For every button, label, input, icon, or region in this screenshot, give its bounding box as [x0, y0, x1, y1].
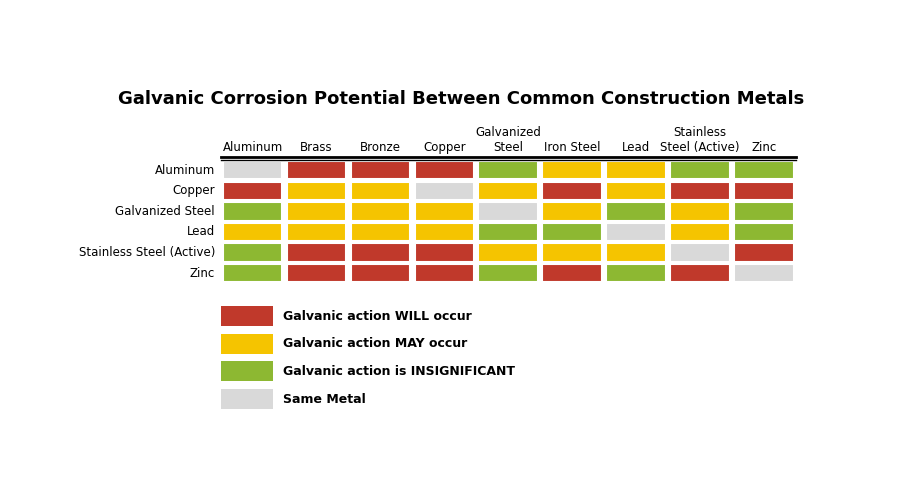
Text: Galvanized Steel: Galvanized Steel: [115, 205, 215, 218]
Bar: [222, 202, 283, 220]
Bar: [220, 306, 273, 326]
Bar: [607, 223, 666, 241]
Bar: [222, 182, 283, 200]
Text: Galvanic action is INSIGNIFICANT: Galvanic action is INSIGNIFICANT: [284, 365, 516, 378]
Bar: [351, 162, 410, 180]
Bar: [415, 264, 474, 282]
Text: Galvanized
Steel: Galvanized Steel: [475, 126, 541, 154]
Text: Zinc: Zinc: [752, 142, 777, 154]
Bar: [415, 182, 474, 200]
Bar: [734, 244, 794, 262]
Bar: [351, 223, 410, 241]
Bar: [670, 182, 730, 200]
Bar: [607, 244, 666, 262]
Bar: [220, 362, 273, 382]
Bar: [415, 202, 474, 220]
Bar: [543, 162, 602, 180]
Bar: [351, 264, 410, 282]
Bar: [415, 223, 474, 241]
Bar: [734, 182, 794, 200]
Text: Zinc: Zinc: [190, 266, 215, 280]
Bar: [479, 182, 538, 200]
Text: Bronze: Bronze: [360, 142, 401, 154]
Text: Iron Steel: Iron Steel: [544, 142, 600, 154]
Text: Lead: Lead: [187, 226, 215, 238]
Bar: [479, 244, 538, 262]
Bar: [286, 264, 346, 282]
Bar: [543, 264, 602, 282]
Bar: [734, 223, 794, 241]
Bar: [734, 264, 794, 282]
Bar: [543, 202, 602, 220]
Text: Brass: Brass: [301, 142, 333, 154]
Bar: [670, 244, 730, 262]
Bar: [607, 182, 666, 200]
Text: Stainless
Steel (Active): Stainless Steel (Active): [661, 126, 740, 154]
Bar: [670, 264, 730, 282]
Bar: [351, 244, 410, 262]
Text: Galvanic action WILL occur: Galvanic action WILL occur: [284, 310, 472, 322]
Text: Same Metal: Same Metal: [284, 392, 366, 406]
Bar: [415, 244, 474, 262]
Bar: [222, 162, 283, 180]
Bar: [286, 244, 346, 262]
Bar: [415, 162, 474, 180]
Bar: [222, 264, 283, 282]
Text: Galvanic action MAY occur: Galvanic action MAY occur: [284, 337, 468, 350]
Text: Aluminum: Aluminum: [222, 142, 283, 154]
Bar: [607, 264, 666, 282]
Text: Galvanic Corrosion Potential Between Common Construction Metals: Galvanic Corrosion Potential Between Com…: [118, 90, 805, 108]
Bar: [479, 264, 538, 282]
Bar: [734, 162, 794, 180]
Bar: [607, 162, 666, 180]
Bar: [479, 223, 538, 241]
Bar: [286, 223, 346, 241]
Bar: [222, 244, 283, 262]
Bar: [351, 202, 410, 220]
Bar: [670, 202, 730, 220]
Bar: [670, 223, 730, 241]
Text: Copper: Copper: [173, 184, 215, 198]
Bar: [543, 182, 602, 200]
Bar: [543, 244, 602, 262]
Bar: [286, 162, 346, 180]
Bar: [351, 182, 410, 200]
Bar: [734, 202, 794, 220]
Bar: [286, 202, 346, 220]
Bar: [607, 202, 666, 220]
Bar: [286, 182, 346, 200]
Text: Copper: Copper: [423, 142, 465, 154]
Text: Stainless Steel (Active): Stainless Steel (Active): [78, 246, 215, 259]
Text: Lead: Lead: [622, 142, 651, 154]
Bar: [670, 162, 730, 180]
Bar: [479, 162, 538, 180]
Bar: [543, 223, 602, 241]
Bar: [479, 202, 538, 220]
Bar: [220, 389, 273, 409]
Text: Aluminum: Aluminum: [155, 164, 215, 177]
Bar: [222, 223, 283, 241]
Bar: [220, 334, 273, 354]
